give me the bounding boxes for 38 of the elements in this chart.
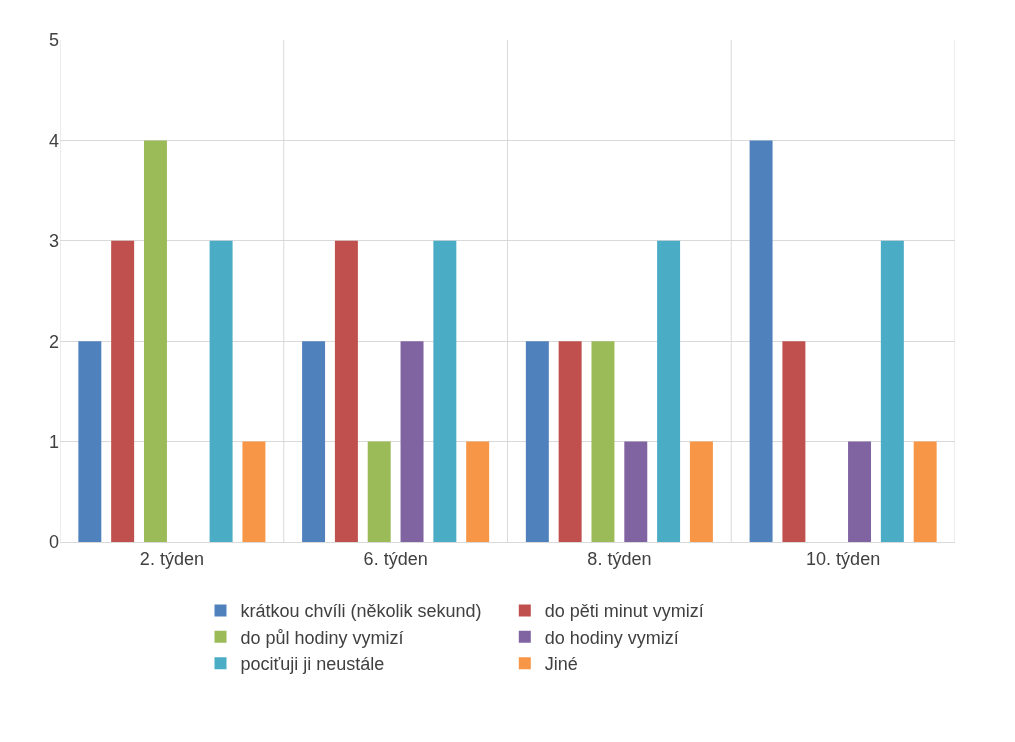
legend-label: do pěti minut vymizí bbox=[544, 601, 704, 622]
bar bbox=[913, 441, 937, 542]
x-tick-label: 2. týden bbox=[139, 548, 204, 569]
y-tick-label: 5 bbox=[48, 30, 59, 51]
bar bbox=[143, 140, 167, 542]
bar bbox=[525, 341, 549, 542]
y-tick-label: 3 bbox=[48, 231, 59, 252]
bar bbox=[400, 341, 424, 542]
bar bbox=[848, 441, 872, 542]
bar bbox=[209, 240, 233, 542]
y-tick-label: 0 bbox=[48, 532, 59, 553]
bar bbox=[782, 341, 806, 542]
bar bbox=[591, 341, 615, 542]
y-tick-label: 2 bbox=[48, 331, 59, 352]
legend-label: do půl hodiny vymizí bbox=[240, 627, 404, 648]
bar bbox=[689, 441, 713, 542]
bar bbox=[78, 341, 102, 542]
bar bbox=[367, 441, 391, 542]
bar bbox=[334, 240, 358, 542]
legend-label: pociťuji ji neustále bbox=[240, 654, 385, 675]
y-tick-label: 4 bbox=[48, 130, 59, 151]
legend-label: do hodiny vymizí bbox=[544, 627, 679, 648]
y-tick-label: 1 bbox=[48, 431, 59, 452]
legend-label: Jiné bbox=[544, 654, 578, 675]
x-tick-label: 6. týden bbox=[363, 548, 428, 569]
x-tick-label: 8. týden bbox=[587, 548, 652, 569]
bar bbox=[657, 240, 681, 542]
bar bbox=[558, 341, 582, 542]
bar bbox=[624, 441, 648, 542]
bar bbox=[111, 240, 135, 542]
bar bbox=[302, 341, 326, 542]
legend-label: krátkou chvíli (několik sekund) bbox=[240, 601, 482, 622]
bar bbox=[749, 140, 773, 542]
x-tick-label: 10. týden bbox=[806, 548, 881, 569]
bar bbox=[466, 441, 490, 542]
bar bbox=[433, 240, 457, 542]
bar bbox=[880, 240, 904, 542]
bar bbox=[242, 441, 266, 542]
